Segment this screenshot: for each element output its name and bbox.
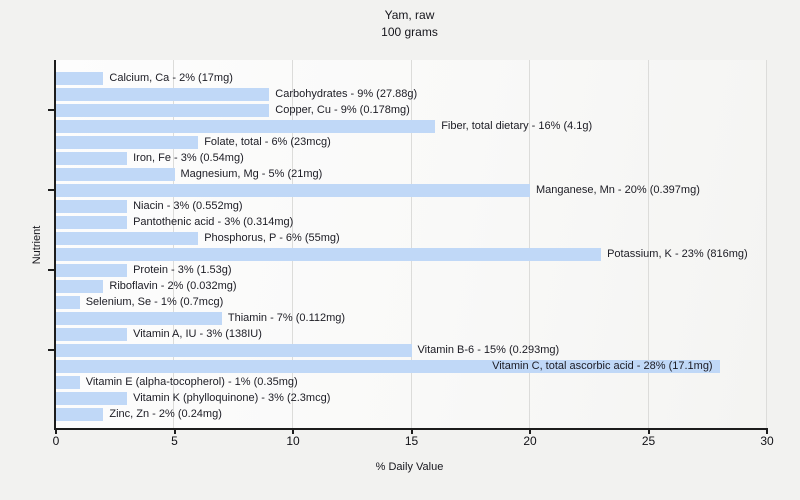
plot-area: Calcium, Ca - 2% (17mg) Carbohydrates - 9… <box>48 60 768 434</box>
gridline <box>528 60 530 428</box>
bar <box>56 295 80 309</box>
bar <box>56 375 80 389</box>
y-tick <box>48 269 54 271</box>
bar-row: Protein - 3% (1.53g) <box>56 262 767 278</box>
bars-container: Calcium, Ca - 2% (17mg) Carbohydrates - 9… <box>56 60 767 428</box>
chart-title-line1: Yam, raw <box>384 8 435 22</box>
gridline <box>410 60 412 428</box>
x-tick-label: 20 <box>523 434 537 448</box>
x-axis-label: % Daily Value <box>375 461 444 473</box>
bar-row: Calcium, Ca - 2% (17mg) <box>56 70 767 86</box>
bar <box>56 279 104 293</box>
chart-title-line2: 100 grams <box>381 25 438 39</box>
x-tick <box>647 428 650 434</box>
bar-label: Thiamin - 7% (0.112mg) <box>227 312 346 324</box>
bar-row: Vitamin C, total ascorbic acid - 28% (17… <box>56 358 767 374</box>
bar-label: Riboflavin - 2% (0.032mg) <box>109 280 237 292</box>
x-tick-label: 5 <box>171 434 178 448</box>
bar-row: Niacin - 3% (0.552mg) <box>56 198 767 214</box>
bar-row: Riboflavin - 2% (0.032mg) <box>56 278 767 294</box>
bar <box>56 135 199 149</box>
bar-row: Phosphorus, P - 6% (55mg) <box>56 230 767 246</box>
bar <box>56 263 128 277</box>
bar-label: Iron, Fe - 3% (0.54mg) <box>133 152 244 164</box>
bar <box>56 183 530 197</box>
gridline <box>766 60 767 428</box>
bar-row: Selenium, Se - 1% (0.7mcg) <box>56 294 767 310</box>
y-axis-label: Nutrient <box>31 225 43 265</box>
x-tick-label: 25 <box>641 434 656 448</box>
bar-label: Pantothenic acid - 3% (0.314mg) <box>133 216 294 228</box>
bar <box>56 167 175 181</box>
bar-label: Manganese, Mn - 20% (0.397mg) <box>536 184 700 196</box>
bar-row: Carbohydrates - 9% (27.88g) <box>56 86 767 102</box>
x-tick-label: 10 <box>286 434 300 448</box>
bar-label: Protein - 3% (1.53g) <box>133 264 232 276</box>
bar-label: Copper, Cu - 9% (0.178mg) <box>275 104 410 116</box>
gridline <box>291 60 293 428</box>
bar <box>56 71 104 85</box>
bar-label: Carbohydrates - 9% (27.88g) <box>275 88 418 100</box>
bar-row: Pantothenic acid - 3% (0.314mg) <box>56 214 767 230</box>
bar: Vitamin C, total ascorbic acid - 28% (17… <box>56 359 720 373</box>
bar-row: Vitamin B-6 - 15% (0.293mg) <box>56 342 767 358</box>
bar-row: Copper, Cu - 9% (0.178mg) <box>56 102 767 118</box>
bar-label: Vitamin A, IU - 3% (138IU) <box>133 328 262 340</box>
x-tick-label: 15 <box>404 434 419 448</box>
bar-label: Vitamin E (alpha-tocopherol) - 1% (0.35m… <box>85 376 298 388</box>
bar <box>56 231 199 245</box>
bar-row: Magnesium, Mg - 5% (21mg) <box>56 166 767 182</box>
bar-row: Zinc, Zn - 2% (0.24mg) <box>56 406 767 422</box>
x-tick <box>55 428 57 434</box>
bar-row: Thiamin - 7% (0.112mg) <box>56 310 767 326</box>
bar <box>56 199 128 213</box>
bar-label: Phosphorus, P - 6% (55mg) <box>204 232 340 244</box>
bar-label: Potassium, K - 23% (816mg) <box>607 248 748 260</box>
bar <box>56 103 270 117</box>
bar <box>56 151 128 165</box>
x-tick <box>173 428 176 434</box>
bar-row: Iron, Fe - 3% (0.54mg) <box>56 150 767 166</box>
bar <box>56 119 436 133</box>
bar-label: Fiber, total dietary - 16% (4.1g) <box>441 120 593 132</box>
bar <box>56 215 128 229</box>
bar-row: Fiber, total dietary - 16% (4.1g) <box>56 118 767 134</box>
chart-title: Yam, raw 100 grams <box>54 7 765 41</box>
x-tick-label: 0 <box>52 434 60 448</box>
bar <box>56 343 412 357</box>
bar-row: Potassium, K - 23% (816mg) <box>56 246 767 262</box>
bar-label: Folate, total - 6% (23mcg) <box>204 136 331 148</box>
gridline <box>647 60 649 428</box>
bar-label: Vitamin B-6 - 15% (0.293mg) <box>417 344 560 356</box>
bar-label: Selenium, Se - 1% (0.7mcg) <box>85 296 224 308</box>
bar-row: Vitamin E (alpha-tocopherol) - 1% (0.35m… <box>56 374 767 390</box>
bar <box>56 327 128 341</box>
y-tick <box>48 109 54 111</box>
bar-row: Vitamin A, IU - 3% (138IU) <box>56 326 767 342</box>
bar-label: Niacin - 3% (0.552mg) <box>133 200 243 212</box>
bar-label: Calcium, Ca - 2% (17mg) <box>109 72 233 84</box>
bar-label: Vitamin C, total ascorbic acid - 28% (17… <box>492 360 713 372</box>
bar-label: Vitamin K (phylloquinone) - 3% (2.3mcg) <box>133 392 331 404</box>
bar-label: Zinc, Zn - 2% (0.24mg) <box>109 408 222 420</box>
x-tick-label: 30 <box>760 434 774 448</box>
y-tick <box>48 349 54 351</box>
bar-label: Magnesium, Mg - 5% (21mg) <box>180 168 323 180</box>
bar <box>56 247 602 261</box>
x-tick <box>766 428 768 434</box>
bar-row: Manganese, Mn - 20% (0.397mg) <box>56 182 767 198</box>
y-tick <box>48 189 54 191</box>
bar <box>56 407 104 421</box>
bar-row: Folate, total - 6% (23mcg) <box>56 134 767 150</box>
bar <box>56 391 128 405</box>
x-tick <box>529 428 531 434</box>
bar <box>56 87 270 101</box>
x-tick <box>410 428 413 434</box>
bar <box>56 311 222 325</box>
bar-row: Vitamin K (phylloquinone) - 3% (2.3mcg) <box>56 390 767 406</box>
x-tick <box>292 428 294 434</box>
